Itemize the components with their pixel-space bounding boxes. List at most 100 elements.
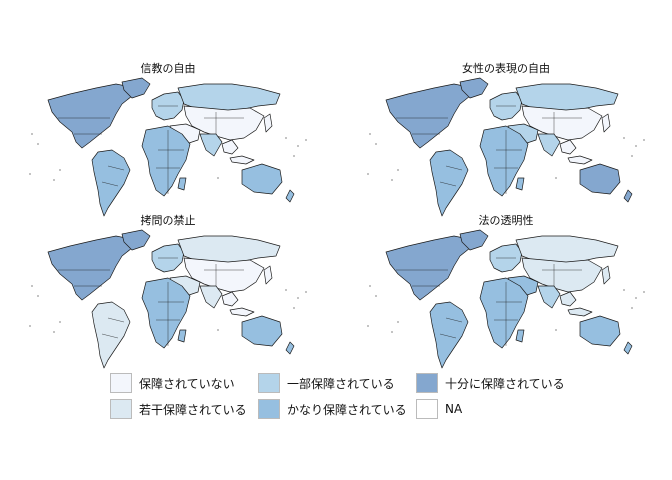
region-af: [479, 125, 529, 197]
map-panel-women-expression: 女性の表現の自由: [356, 60, 656, 220]
legend-item-full: 十分に保障されている: [416, 372, 565, 394]
region-au: [579, 315, 621, 347]
region-as: [521, 257, 603, 293]
panel-title: 信教の自由: [140, 62, 196, 75]
island-speck: [631, 307, 633, 309]
legend-label: NA: [445, 402, 463, 416]
island-speck: [397, 169, 399, 171]
island-speck: [643, 139, 645, 141]
region-nz: [285, 189, 295, 203]
legend: 保障されていない 若干保障されている 一部保障されている かなり保障されている …: [110, 372, 580, 422]
region-nz: [623, 341, 633, 355]
region-in: [537, 133, 561, 157]
world-map: [367, 229, 645, 369]
region-jp: [601, 113, 611, 133]
country-border: [439, 181, 457, 187]
island-speck: [375, 295, 377, 297]
island-speck: [305, 291, 307, 293]
region-id: [229, 307, 255, 317]
legend-swatch: [416, 399, 438, 419]
island-speck: [29, 325, 31, 327]
world-map: [29, 229, 307, 369]
region-md: [177, 329, 187, 343]
region-sea: [559, 139, 577, 155]
island-speck: [375, 143, 377, 145]
region-in: [199, 133, 223, 157]
region-jp: [263, 265, 273, 285]
legend-label: 一部保障されている: [287, 376, 395, 391]
region-sa: [429, 149, 469, 217]
region-nz: [623, 189, 633, 203]
country-border: [107, 165, 125, 171]
island-speck: [391, 331, 393, 333]
region-jp: [263, 113, 273, 133]
legend-item-none: 保障されていない: [110, 372, 235, 394]
region-sa: [91, 149, 131, 217]
island-speck: [217, 329, 219, 331]
legend-swatch: [110, 399, 132, 419]
island-speck: [367, 325, 369, 327]
island-speck: [37, 143, 39, 145]
region-gl: [121, 77, 151, 99]
island-speck: [293, 307, 295, 309]
world-map: [367, 77, 645, 217]
region-gl: [459, 77, 489, 99]
island-speck: [623, 137, 625, 139]
legend-swatch: [258, 373, 280, 393]
country-border: [445, 165, 463, 171]
island-speck: [285, 137, 287, 139]
region-gl: [459, 229, 489, 251]
region-au: [241, 163, 283, 195]
island-speck: [293, 155, 295, 157]
region-as: [183, 257, 265, 293]
legend-item-na: NA: [416, 398, 462, 420]
island-speck: [53, 331, 55, 333]
region-as: [183, 105, 265, 141]
island-speck: [59, 169, 61, 171]
country-border: [445, 317, 463, 323]
region-na: [47, 235, 137, 301]
island-speck: [555, 329, 557, 331]
island-speck: [635, 297, 637, 299]
region-na: [385, 235, 475, 301]
island-speck: [631, 155, 633, 157]
panel-title: 法の透明性: [478, 214, 534, 227]
island-speck: [297, 297, 299, 299]
panel-title: 拷問の禁止: [140, 214, 196, 227]
legend-label: かなり保障されている: [287, 402, 407, 417]
legend-swatch: [110, 373, 132, 393]
region-na: [385, 83, 475, 149]
island-speck: [29, 173, 31, 175]
island-speck: [31, 133, 33, 135]
region-af: [141, 125, 191, 197]
island-speck: [397, 321, 399, 323]
region-sea: [221, 139, 239, 155]
region-nz: [285, 341, 295, 355]
region-as: [521, 105, 603, 141]
legend-swatch: [416, 373, 438, 393]
region-md: [177, 177, 187, 191]
region-au: [579, 163, 621, 195]
region-md: [515, 177, 525, 191]
map-panel-religious-freedom: 信教の自由: [18, 60, 318, 220]
island-speck: [53, 179, 55, 181]
region-af: [479, 277, 529, 349]
region-sea: [559, 291, 577, 307]
island-speck: [31, 285, 33, 287]
region-in: [537, 285, 561, 309]
island-speck: [369, 285, 371, 287]
island-speck: [285, 289, 287, 291]
legend-item-considerable: かなり保障されている: [258, 398, 407, 420]
country-border: [439, 333, 457, 339]
island-speck: [37, 295, 39, 297]
legend-item-slight: 若干保障されている: [110, 398, 247, 420]
region-sa: [91, 301, 131, 369]
region-in: [199, 285, 223, 309]
island-speck: [391, 179, 393, 181]
country-border: [101, 181, 119, 187]
region-md: [515, 329, 525, 343]
island-speck: [59, 321, 61, 323]
country-border: [101, 333, 119, 339]
map-panel-torture-ban: 拷問の禁止: [18, 212, 318, 372]
legend-label: 十分に保障されている: [445, 376, 565, 391]
